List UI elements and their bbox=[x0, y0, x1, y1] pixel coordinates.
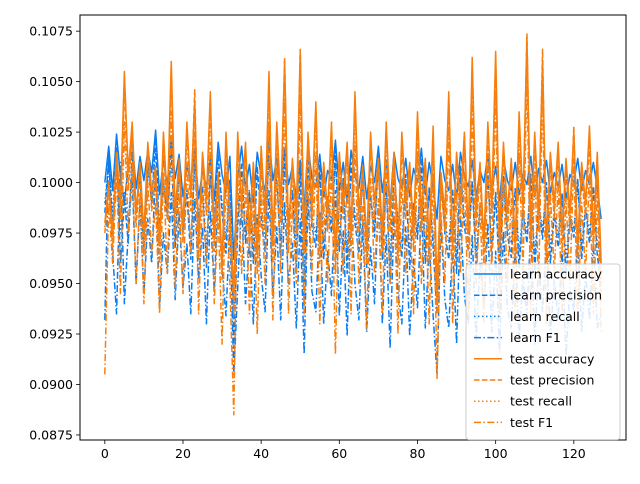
x-tick-label: 80 bbox=[410, 446, 426, 461]
y-tick-label: 0.1050 bbox=[29, 74, 73, 89]
y-axis: 0.0875 0.0900 0.0925 0.0950 0.0975 0.1000 0.10… bbox=[29, 24, 80, 442]
series-line-learn-recall bbox=[104, 151, 602, 305]
y-tick-label: 0.0950 bbox=[29, 276, 73, 291]
x-tick-label: 100 bbox=[484, 446, 508, 461]
legend-label: learn accuracy bbox=[510, 267, 603, 282]
series-line-test-recall bbox=[104, 52, 602, 301]
y-tick-label: 0.1025 bbox=[29, 125, 73, 140]
series-line-test-f1 bbox=[104, 70, 602, 416]
y-tick-label: 0.0925 bbox=[29, 327, 73, 342]
y-tick-label: 0.0975 bbox=[29, 226, 73, 241]
legend-label: learn precision bbox=[510, 288, 602, 303]
y-tick-label: 0.1000 bbox=[29, 175, 73, 190]
x-tick-label: 120 bbox=[562, 446, 586, 461]
y-tick-label: 0.0900 bbox=[29, 377, 73, 392]
series-layer bbox=[104, 32, 602, 416]
x-tick-label: 20 bbox=[175, 446, 191, 461]
legend-label: test precision bbox=[510, 373, 594, 388]
legend-label: test accuracy bbox=[510, 351, 595, 366]
y-tick-label: 0.0875 bbox=[29, 427, 73, 442]
legend-label: test recall bbox=[510, 394, 572, 409]
x-axis: 0 20 40 60 80 100 120 bbox=[101, 440, 586, 461]
legend-label: learn F1 bbox=[510, 330, 561, 345]
legend: learn accuracy learn precision learn recal… bbox=[465, 263, 621, 441]
y-tick-label: 0.1075 bbox=[29, 24, 73, 39]
legend-label: learn recall bbox=[510, 309, 580, 324]
x-tick-label: 40 bbox=[253, 446, 269, 461]
x-tick-label: 0 bbox=[101, 446, 109, 461]
x-tick-label: 60 bbox=[331, 446, 347, 461]
legend-box bbox=[465, 263, 621, 441]
legend-label: test F1 bbox=[510, 415, 553, 430]
plot-area-frame bbox=[79, 14, 627, 441]
